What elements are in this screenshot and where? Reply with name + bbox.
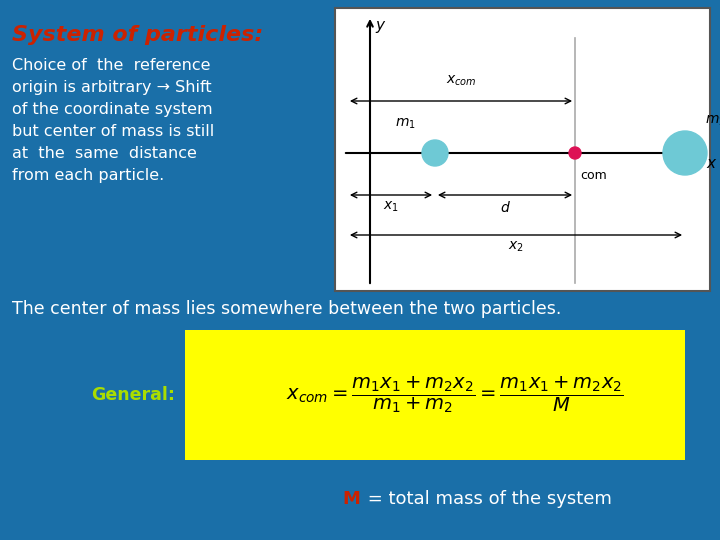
Text: The center of mass lies somewhere between the two particles.: The center of mass lies somewhere betwee… [12,300,562,318]
Text: $x_{com}$: $x_{com}$ [446,73,477,88]
Text: System of particles:: System of particles: [12,25,264,45]
Text: Choice of  the  reference: Choice of the reference [12,58,210,73]
Circle shape [663,131,707,175]
Text: y: y [375,18,384,33]
Text: x: x [706,156,715,171]
Text: at  the  same  distance: at the same distance [12,146,197,161]
Text: $m_2$: $m_2$ [705,113,720,128]
Text: from each particle.: from each particle. [12,168,164,183]
Text: = total mass of the system: = total mass of the system [362,490,612,508]
Text: but center of mass is still: but center of mass is still [12,124,215,139]
FancyBboxPatch shape [335,8,710,291]
Text: com: com [580,169,607,182]
Text: $d$: $d$ [500,200,510,215]
Text: $m_1$: $m_1$ [395,117,415,131]
Text: origin is arbitrary → Shift: origin is arbitrary → Shift [12,80,212,95]
Circle shape [569,147,581,159]
Text: General:: General: [91,386,175,404]
Text: $x_{com} = \dfrac{m_1 x_1 + m_2 x_2}{m_1 + m_2} = \dfrac{m_1 x_1 + m_2 x_2}{M}$: $x_{com} = \dfrac{m_1 x_1 + m_2 x_2}{m_1… [286,375,624,415]
Text: of the coordinate system: of the coordinate system [12,102,212,117]
Circle shape [422,140,448,166]
Text: $x_1$: $x_1$ [383,200,399,214]
Text: M: M [342,490,360,508]
FancyBboxPatch shape [185,330,685,460]
Text: $x_2$: $x_2$ [508,240,524,254]
